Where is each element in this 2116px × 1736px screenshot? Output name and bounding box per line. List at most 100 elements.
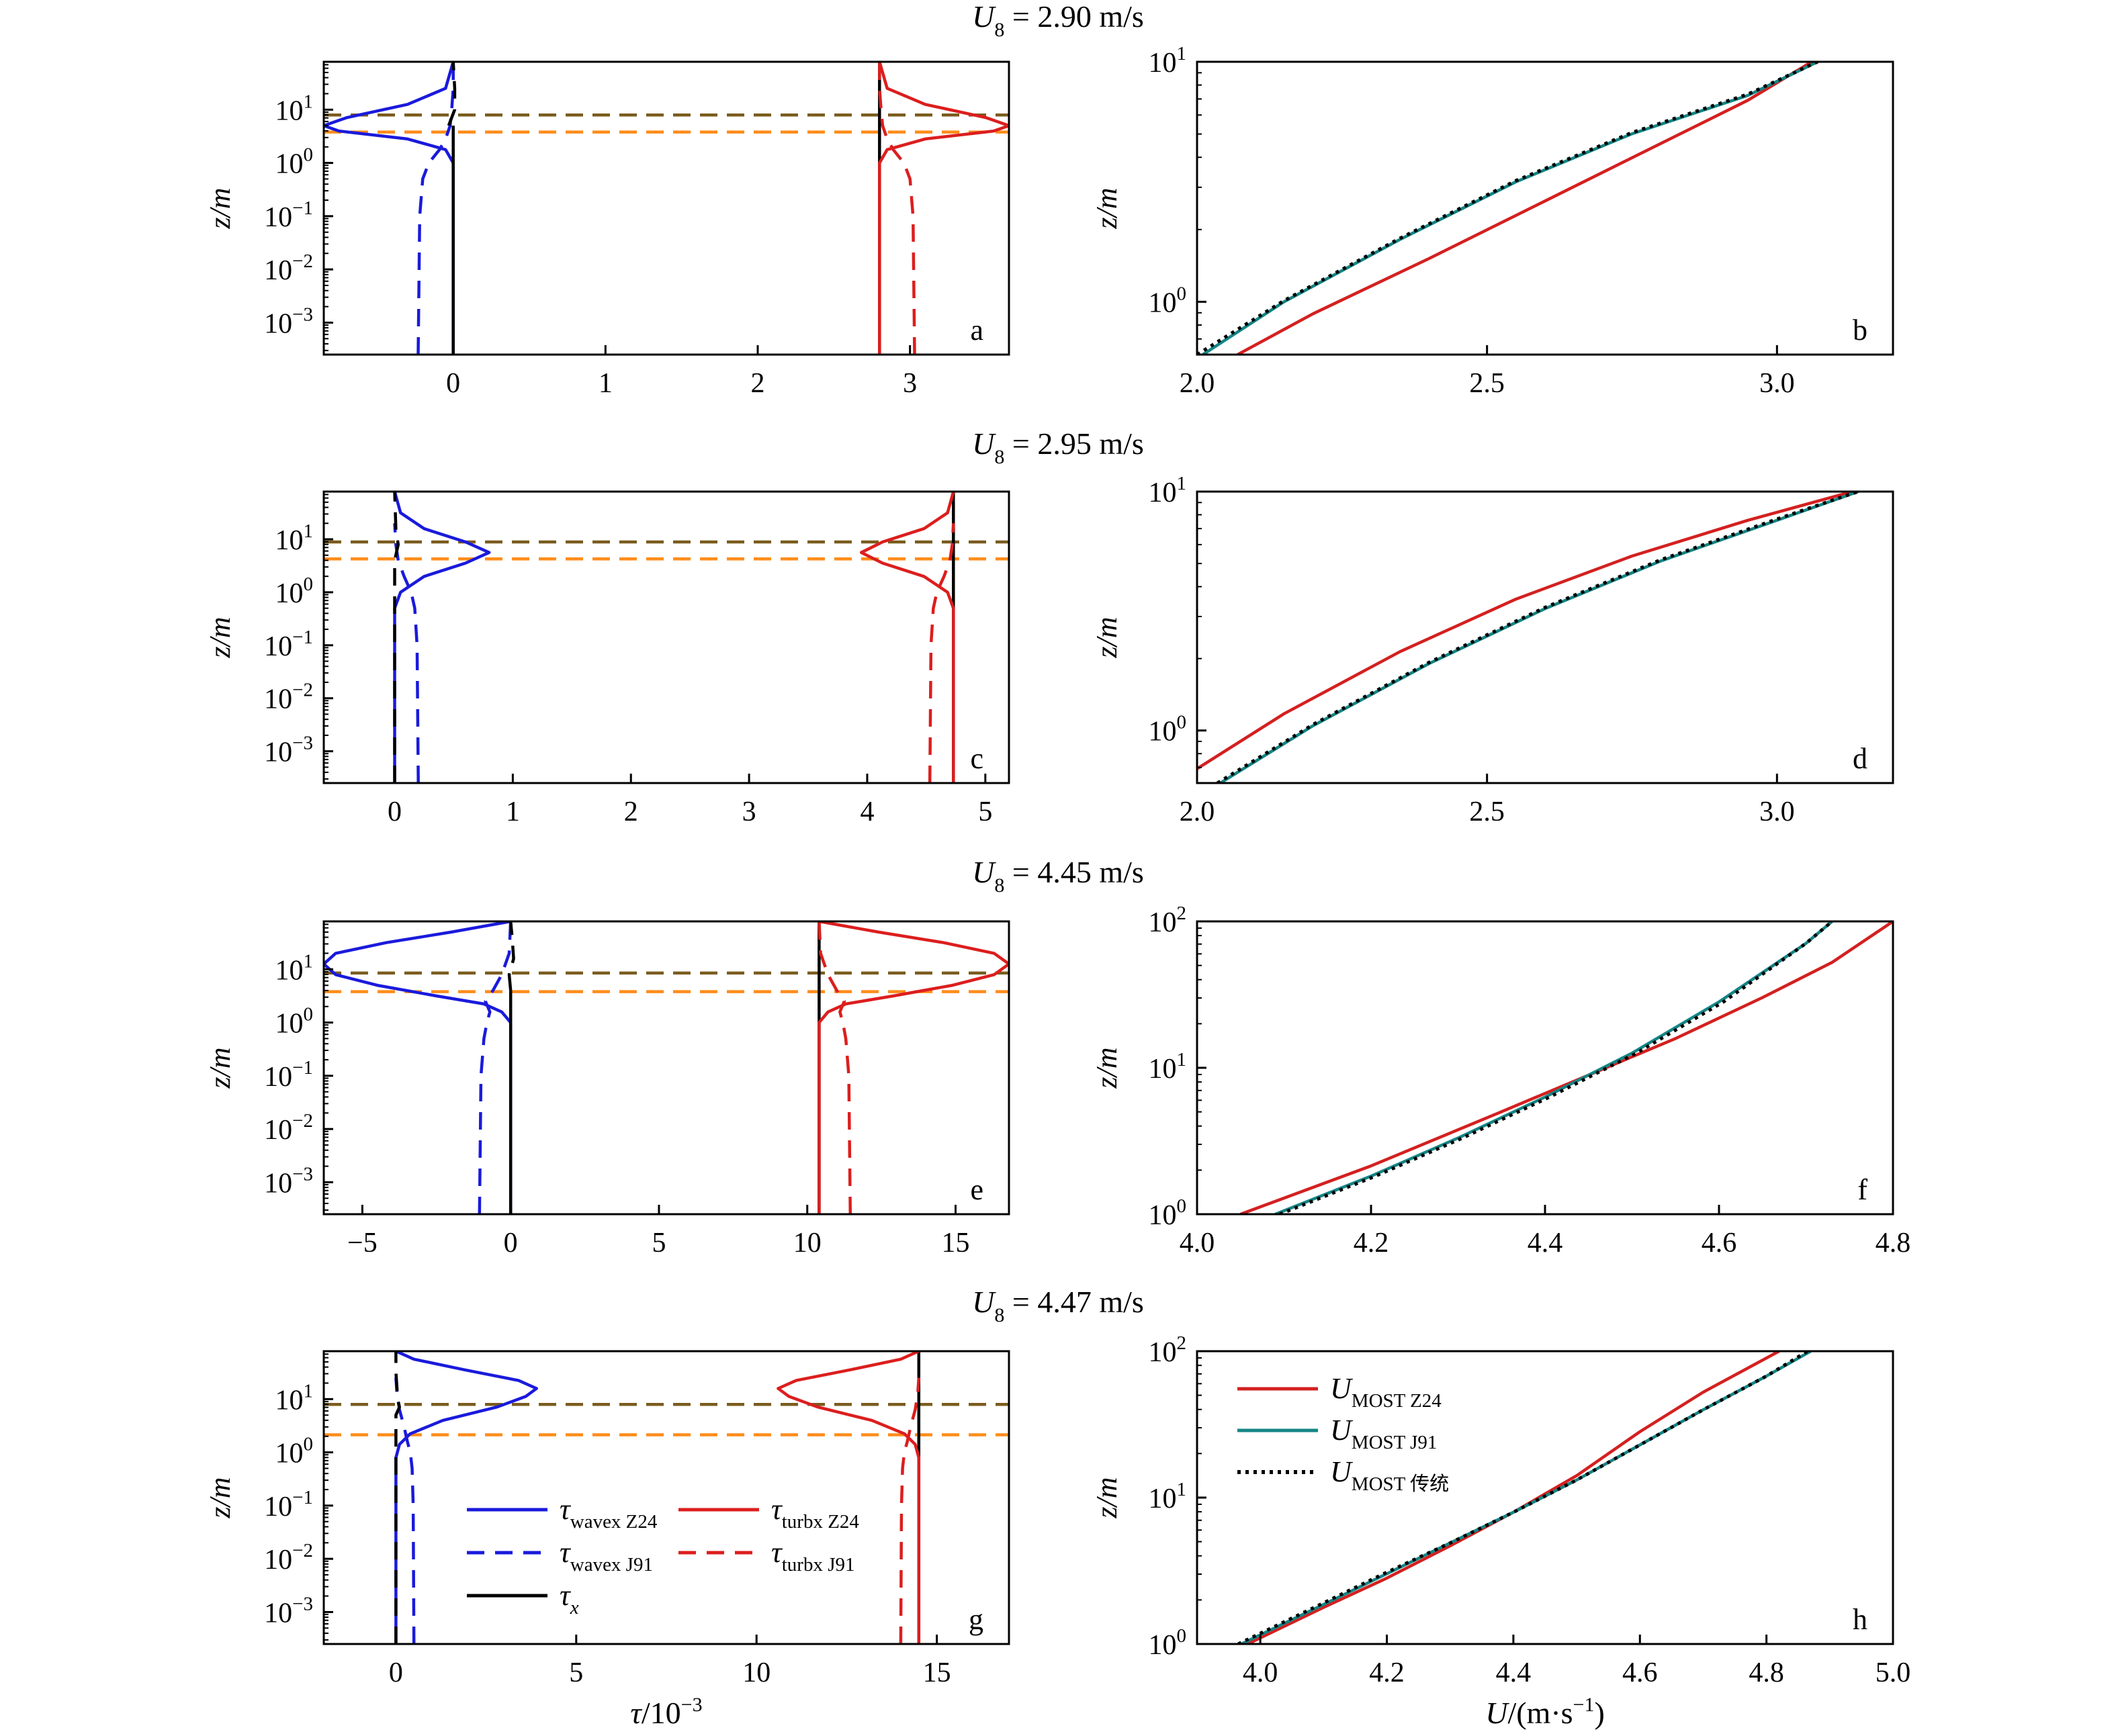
y-tick-exp-e-1: 0 (304, 1004, 314, 1025)
y-tick-label-c-1: 100 (275, 574, 314, 609)
series-a-wavex_j91 (416, 62, 455, 355)
plot-area-e (324, 921, 1009, 1214)
y-tick-base-a-4: 10 (264, 308, 292, 339)
y-axis-label-d: z/m (1090, 616, 1123, 658)
y-tick-label-a-0: 101 (275, 91, 314, 126)
legend-sub-most_z24: MOST Z24 (1352, 1390, 1442, 1412)
y-tick-label-g-3: 10−2 (264, 1540, 313, 1575)
row-title-sub-g: 8 (994, 1304, 1004, 1326)
y-tick-label-g-4: 10−3 (264, 1593, 313, 1629)
legend-sub-turbx_z24: turbx Z24 (782, 1511, 860, 1533)
legend-label-wavex_j91: τwavex J91 (560, 1536, 653, 1575)
series-d-most_z24 (1197, 492, 1853, 770)
row-title-symbol-g: U (972, 1285, 996, 1319)
x-tick-label-a-3: 3 (903, 368, 917, 399)
y-tick-label-e-2: 10−1 (264, 1057, 313, 1093)
y-axis-label-e: z/m (204, 1047, 236, 1089)
x-tick-label-c-1: 1 (506, 796, 520, 827)
y-tick-base-h-0: 10 (1149, 1337, 1177, 1368)
legend-sub-wavex_j91: wavex J91 (570, 1554, 653, 1575)
x-tick-label-f-4: 4.8 (1876, 1228, 1911, 1259)
y-tick-label-g-0: 101 (275, 1380, 314, 1416)
legend-sym-wavex_z24: τ (560, 1493, 572, 1526)
y-tick-label-d-1: 100 (1149, 712, 1187, 747)
series-a-turbx_z24 (878, 62, 1009, 355)
y-tick-base-f-0: 10 (1149, 907, 1177, 938)
y-tick-label-a-4: 10−3 (264, 304, 313, 339)
series-b-most_trad (1197, 62, 1818, 355)
x-tick-label-h-4: 4.8 (1749, 1657, 1784, 1688)
x-tick-label-b-2: 3.0 (1759, 368, 1795, 399)
series-e-wavex_j91 (478, 921, 513, 1214)
series-g-turbx_z24 (777, 1351, 921, 1644)
y-tick-label-h-2: 100 (1149, 1625, 1187, 1661)
row-title-value-g: = 4.47 m/s (1004, 1285, 1143, 1319)
row-title-value-a: = 2.90 m/s (1004, 0, 1143, 34)
axes-frame-g (322, 1350, 1010, 1645)
series-h-most_trad (1237, 1351, 1809, 1644)
x-tick-label-d-2: 3.0 (1759, 796, 1795, 827)
row-title-value-e: = 4.45 m/s (1004, 855, 1143, 889)
x-tick-label-g-2: 10 (742, 1657, 770, 1688)
panel-label-c: c (970, 742, 983, 775)
panel-label-g: g (969, 1603, 983, 1636)
y-tick-base-c-0: 10 (275, 525, 304, 556)
y-tick-label-d-0: 101 (1149, 473, 1187, 508)
axes-frame-f (1196, 920, 1894, 1216)
y-tick-exp-f-1: 1 (1177, 1049, 1187, 1070)
x-tick-label-e-0: −5 (347, 1228, 378, 1259)
y-tick-exp-e-0: 1 (304, 950, 314, 972)
plot-area-a (324, 62, 1009, 355)
row-title-g: U8 = 4.47 m/s (972, 1285, 1144, 1326)
legend-sym-wavex_j91: τ (560, 1536, 572, 1569)
legend-sub-most_j91: MOST J91 (1352, 1432, 1438, 1453)
x-tick-label-g-3: 15 (923, 1657, 951, 1688)
y-tick-exp-f-0: 2 (1177, 903, 1187, 924)
legend-sub-turbx_j91: turbx J91 (782, 1554, 855, 1575)
x-tick-label-d-0: 2.0 (1180, 796, 1215, 827)
y-tick-exp-g-2: −1 (292, 1487, 313, 1508)
y-tick-base-g-3: 10 (264, 1545, 292, 1575)
series-c-wavex_z24 (393, 492, 491, 783)
x-tick-label-f-1: 4.2 (1354, 1228, 1389, 1259)
x-tick-label-e-1: 0 (504, 1228, 518, 1259)
y-tick-exp-b-1: 0 (1177, 283, 1187, 304)
x-axis-label-g: τ/10−3 (630, 1694, 702, 1730)
series-e-tau_x_wavepanel (507, 921, 515, 991)
legend-sym-turbx_z24: τ (771, 1493, 783, 1526)
y-tick-exp-c-1: 0 (304, 574, 314, 595)
y-tick-base-a-2: 10 (264, 202, 292, 233)
y-tick-exp-e-2: −1 (292, 1057, 313, 1079)
axes-frame-e (322, 920, 1010, 1216)
y-axis-label-b: z/m (1090, 187, 1123, 229)
y-tick-exp-d-1: 0 (1177, 712, 1187, 733)
series-g-wavex_z24 (394, 1351, 538, 1644)
series-a-turbx_j91 (878, 62, 916, 355)
panel-label-b: b (1853, 314, 1867, 347)
legend-label-tau_x: τx (560, 1579, 579, 1618)
y-tick-exp-d-0: 1 (1177, 473, 1187, 494)
legend-sym-most_trad: U (1330, 1455, 1354, 1488)
x-tick-label-a-0: 0 (446, 368, 460, 399)
y-tick-label-g-1: 100 (275, 1434, 314, 1469)
y-tick-exp-h-2: 0 (1177, 1625, 1187, 1647)
series-f-most_j91 (1274, 921, 1833, 1214)
x-tick-label-d-1: 2.5 (1469, 796, 1505, 827)
x-tick-label-g-0: 0 (389, 1657, 403, 1688)
y-tick-label-f-1: 101 (1149, 1049, 1187, 1085)
axes-frame-a (322, 60, 1010, 356)
y-tick-exp-f-2: 0 (1177, 1195, 1187, 1217)
y-tick-base-a-3: 10 (264, 255, 292, 286)
y-tick-label-e-4: 10−3 (264, 1163, 313, 1199)
y-tick-exp-e-4: −3 (292, 1163, 313, 1185)
y-tick-label-f-0: 102 (1149, 903, 1187, 938)
x-tick-label-h-2: 4.4 (1496, 1657, 1532, 1688)
panel-label-a: a (970, 314, 983, 347)
plot-area-c (324, 492, 1009, 783)
x-axis-label-sym-g: τ (630, 1696, 642, 1730)
